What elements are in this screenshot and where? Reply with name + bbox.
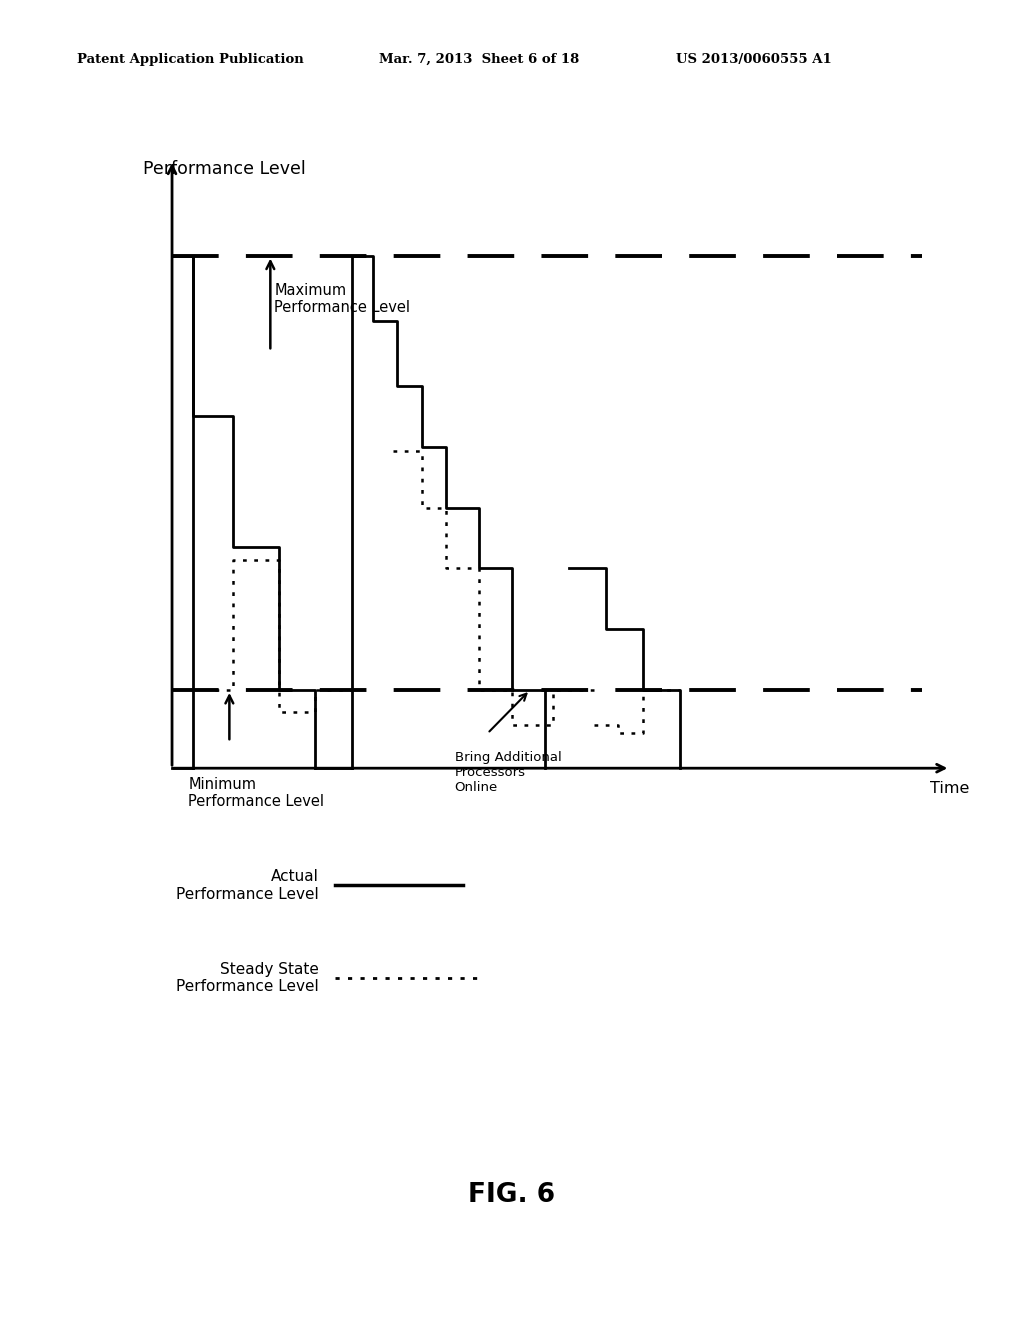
Text: Mar. 7, 2013  Sheet 6 of 18: Mar. 7, 2013 Sheet 6 of 18 — [379, 53, 580, 66]
Text: Maximum
Performance Level: Maximum Performance Level — [274, 282, 411, 315]
Text: Actual
Performance Level: Actual Performance Level — [176, 870, 319, 902]
Text: Performance Level: Performance Level — [143, 160, 306, 177]
Text: Minimum
Performance Level: Minimum Performance Level — [188, 777, 325, 809]
Text: Time: Time — [930, 781, 969, 796]
Text: Steady State
Performance Level: Steady State Performance Level — [176, 962, 319, 994]
Text: Bring Additional
Processors
Online: Bring Additional Processors Online — [455, 751, 561, 793]
Text: FIG. 6: FIG. 6 — [468, 1181, 556, 1208]
Text: US 2013/0060555 A1: US 2013/0060555 A1 — [676, 53, 831, 66]
Text: Patent Application Publication: Patent Application Publication — [77, 53, 303, 66]
